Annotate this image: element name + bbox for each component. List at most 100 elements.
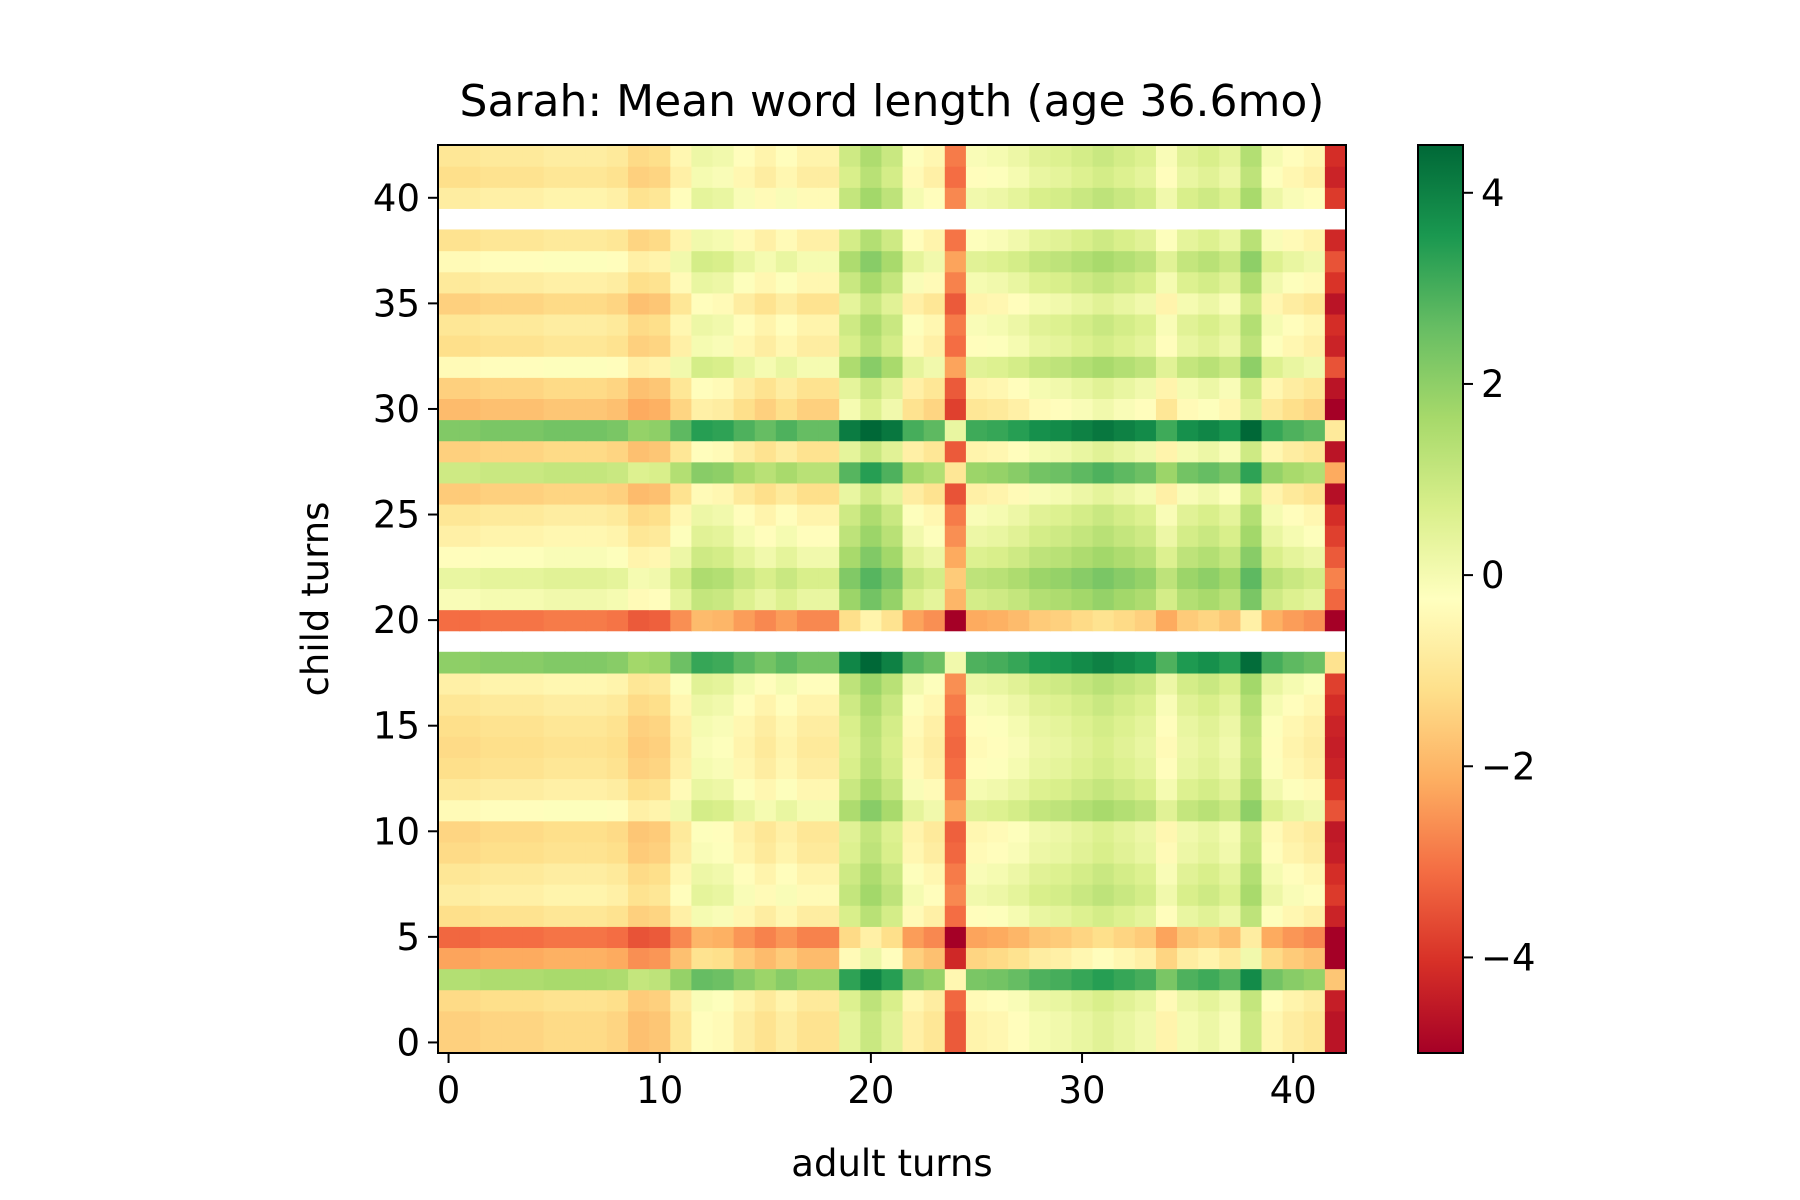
heatmap-cell <box>522 166 545 188</box>
heatmap-cell <box>480 672 502 695</box>
heatmap-cell <box>649 461 671 484</box>
heatmap-cell <box>902 335 925 357</box>
heatmap-cell <box>923 145 946 167</box>
heatmap-cell <box>860 335 883 357</box>
heatmap-cell <box>987 862 1009 885</box>
heatmap-cell <box>1092 356 1115 378</box>
heatmap-cell <box>944 905 967 927</box>
heatmap-cell <box>543 313 566 336</box>
heatmap-cell <box>712 525 735 547</box>
heatmap-cell <box>1008 292 1030 315</box>
heatmap-cell <box>691 335 714 357</box>
heatmap-cell <box>1050 419 1073 442</box>
heatmap-cell <box>987 694 1009 716</box>
heatmap-cell <box>775 926 798 949</box>
heatmap-cell <box>1113 482 1136 505</box>
heatmap-cell <box>733 715 756 737</box>
heatmap-cell <box>1177 736 1199 758</box>
heatmap-cell <box>501 1010 524 1033</box>
heatmap-cell <box>459 229 481 252</box>
heatmap-cell <box>775 250 798 273</box>
heatmap-cell <box>1008 145 1030 167</box>
heatmap-cell <box>1240 989 1263 1012</box>
heatmap-cell <box>1134 947 1157 970</box>
heatmap-cell <box>1282 1010 1305 1033</box>
heatmap-cell <box>1092 482 1115 505</box>
heatmap-cell <box>522 715 545 737</box>
heatmap-cell <box>628 947 650 970</box>
heatmap-cell <box>944 250 967 273</box>
heatmap-cell <box>987 461 1009 484</box>
heatmap-cell <box>754 292 777 315</box>
heatmap-cell <box>881 229 904 252</box>
heatmap-cell <box>881 841 904 864</box>
heatmap-cell <box>1050 757 1073 780</box>
heatmap-cell <box>1324 271 1347 294</box>
heatmap-cell <box>480 651 502 674</box>
heatmap-cell <box>1134 1010 1157 1033</box>
heatmap-cell <box>438 461 460 484</box>
heatmap-cell <box>480 609 502 632</box>
heatmap-cell <box>438 651 460 674</box>
heatmap-cell <box>1071 335 1094 357</box>
heatmap-cell <box>543 651 566 674</box>
heatmap-cell <box>1261 419 1284 442</box>
heatmap-cell <box>1029 820 1051 843</box>
heatmap-cell <box>1282 989 1305 1012</box>
heatmap-cell <box>670 651 692 674</box>
heatmap-cell <box>965 757 988 780</box>
heatmap-cell <box>775 166 798 188</box>
heatmap-cell <box>1282 947 1305 970</box>
heatmap-cell <box>1303 884 1326 906</box>
heatmap-cell <box>438 989 460 1012</box>
heatmap-cell <box>987 145 1009 167</box>
heatmap-cell <box>1261 905 1284 927</box>
heatmap-cell <box>628 356 650 378</box>
heatmap-cell <box>543 292 566 315</box>
heatmap-cell <box>712 736 735 758</box>
heatmap-cell <box>818 715 840 737</box>
y-axis-label: child turns <box>294 502 337 697</box>
heatmap-cell <box>923 905 946 927</box>
heatmap-cell <box>522 672 545 695</box>
heatmap-cell <box>628 398 650 421</box>
heatmap-cell <box>712 588 735 611</box>
heatmap-cell <box>1198 609 1220 632</box>
heatmap-cell <box>1050 503 1073 526</box>
heatmap-cell <box>1029 926 1051 949</box>
heatmap-cell <box>1029 1031 1051 1054</box>
heatmap-cell <box>860 820 883 843</box>
heatmap-cell <box>1282 187 1305 209</box>
heatmap-cell <box>1219 166 1242 188</box>
heatmap-cell <box>564 503 587 526</box>
heatmap-cell <box>1303 461 1326 484</box>
heatmap-cell <box>1029 292 1051 315</box>
heatmap-cell <box>881 609 904 632</box>
heatmap-cell <box>628 419 650 442</box>
heatmap-cell <box>501 926 524 949</box>
heatmap-cell <box>1155 968 1178 991</box>
heatmap-cell <box>691 525 714 547</box>
heatmap-cell <box>1050 694 1073 716</box>
heatmap-cell <box>438 546 460 568</box>
heatmap-cell <box>1198 1010 1220 1033</box>
heatmap-cell <box>944 292 967 315</box>
heatmap-cell <box>923 525 946 547</box>
heatmap-cell <box>1261 609 1284 632</box>
heatmap-cell <box>1113 187 1136 209</box>
heatmap-cell <box>1177 482 1199 505</box>
heatmap-cell <box>1029 715 1051 737</box>
heatmap-cell <box>923 884 946 906</box>
heatmap-cell <box>1071 229 1094 252</box>
heatmap-cell <box>839 1031 861 1054</box>
heatmap-cell <box>522 609 545 632</box>
heatmap-cell <box>944 947 967 970</box>
heatmap-cell <box>1008 609 1030 632</box>
heatmap-cell <box>585 757 608 780</box>
heatmap-cell <box>691 884 714 906</box>
heatmap-cell <box>881 968 904 991</box>
heatmap-cell <box>1240 567 1263 590</box>
heatmap-cell <box>1134 250 1157 273</box>
heatmap-cell <box>501 482 524 505</box>
heatmap-cell <box>1261 525 1284 547</box>
